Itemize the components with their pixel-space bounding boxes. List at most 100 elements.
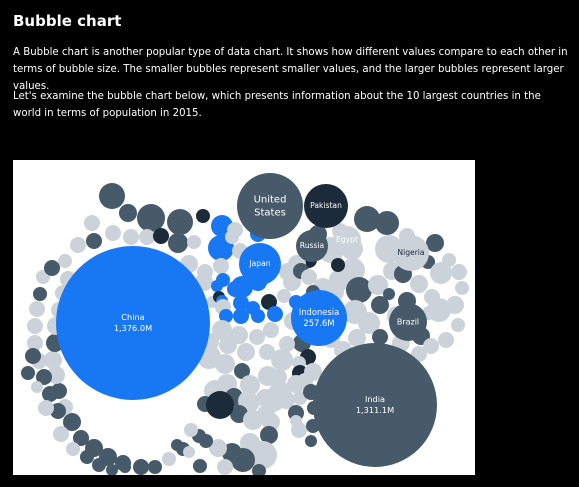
filler-bubble bbox=[73, 430, 89, 446]
filler-bubble bbox=[193, 459, 207, 473]
filler-bubble bbox=[27, 335, 43, 351]
filler-bubble bbox=[31, 381, 43, 393]
filler-bubble bbox=[25, 348, 41, 364]
bubble-russia bbox=[296, 230, 328, 262]
filler-bubble bbox=[139, 229, 155, 245]
filler-bubble bbox=[249, 329, 265, 345]
filler-bubble bbox=[259, 344, 275, 360]
bubble-india bbox=[313, 343, 437, 467]
filler-bubble bbox=[196, 209, 210, 223]
filler-bubble bbox=[331, 258, 345, 272]
filler-bubble bbox=[70, 237, 86, 253]
bubble-egypt-label: Egypt bbox=[336, 235, 358, 244]
filler-bubble bbox=[277, 289, 291, 303]
filler-bubble bbox=[99, 183, 125, 209]
bubble-china bbox=[56, 246, 210, 400]
filler-bubble bbox=[212, 320, 232, 340]
filler-bubble bbox=[249, 441, 277, 469]
filler-bubble bbox=[84, 215, 100, 231]
bubble-brazil bbox=[389, 303, 427, 341]
filler-bubble bbox=[227, 222, 243, 238]
filler-bubble bbox=[231, 448, 255, 472]
filler-bubble bbox=[358, 312, 380, 334]
bubble-united-states-label: United bbox=[254, 195, 287, 206]
bubble-japan-label: Japan bbox=[248, 259, 270, 268]
bubble-india-label: India bbox=[365, 394, 385, 404]
filler-bubble bbox=[153, 228, 169, 244]
filler-bubble bbox=[251, 309, 265, 323]
filler-bubble bbox=[354, 206, 380, 232]
bubble-pakistan bbox=[304, 184, 348, 228]
bubble-nigeria bbox=[393, 235, 429, 271]
filler-bubble bbox=[38, 400, 54, 416]
filler-bubble bbox=[277, 391, 295, 409]
bubble-brazil-label: Brazil bbox=[397, 318, 419, 327]
filler-bubble bbox=[123, 229, 139, 245]
bubble-egypt bbox=[333, 226, 361, 254]
filler-bubble bbox=[63, 413, 81, 431]
filler-bubble bbox=[162, 452, 176, 466]
filler-bubble bbox=[252, 464, 266, 475]
filler-bubble bbox=[148, 460, 162, 474]
filler-bubble bbox=[27, 318, 43, 334]
filler-bubble bbox=[230, 326, 248, 344]
filler-bubble bbox=[237, 343, 255, 361]
filler-bubble bbox=[372, 329, 388, 345]
filler-bubble bbox=[211, 280, 223, 292]
filler-bubble bbox=[233, 295, 249, 311]
filler-bubble bbox=[233, 308, 249, 324]
filler-bubble bbox=[171, 439, 183, 451]
filler-bubble bbox=[305, 435, 317, 447]
filler-bubble bbox=[260, 426, 278, 444]
filler-bubble bbox=[58, 254, 72, 268]
filler-bubble bbox=[168, 233, 188, 253]
filler-bubble bbox=[105, 225, 121, 241]
filler-bubble bbox=[184, 423, 198, 437]
filler-bubble bbox=[451, 264, 467, 280]
filler-bubble bbox=[451, 318, 465, 332]
filler-bubble bbox=[36, 369, 52, 385]
filler-bubble bbox=[267, 306, 283, 322]
bubble-indonesia bbox=[291, 290, 347, 346]
filler-bubble bbox=[423, 338, 439, 354]
filler-bubble bbox=[438, 332, 454, 348]
filler-bubble bbox=[348, 329, 366, 347]
bubble-united-states bbox=[237, 173, 303, 239]
filler-bubble bbox=[167, 209, 193, 235]
filler-bubble bbox=[80, 450, 94, 464]
filler-bubble bbox=[279, 336, 295, 352]
filler-bubble bbox=[455, 281, 469, 295]
filler-bubble bbox=[227, 281, 243, 297]
filler-bubble bbox=[263, 322, 279, 338]
filler-bubble bbox=[33, 287, 47, 301]
filler-bubble bbox=[240, 375, 260, 395]
filler-bubble bbox=[261, 388, 285, 412]
filler-bubble bbox=[291, 422, 307, 438]
filler-bubble bbox=[234, 363, 250, 379]
filler-bubble bbox=[183, 446, 195, 458]
filler-bubble bbox=[383, 288, 395, 300]
bubble-pakistan-label: Pakistan bbox=[310, 201, 342, 210]
bubble-china-label: China bbox=[121, 312, 144, 322]
filler-bubble bbox=[119, 204, 137, 222]
filler-bubble bbox=[261, 294, 277, 310]
filler-bubble bbox=[53, 426, 69, 442]
filler-bubble bbox=[427, 298, 451, 322]
filler-bubble bbox=[50, 403, 66, 419]
filler-bubble bbox=[106, 464, 118, 475]
filler-bubble bbox=[271, 369, 287, 385]
filler-bubble bbox=[66, 442, 80, 456]
filler-bubble bbox=[446, 296, 464, 314]
filler-bubble bbox=[133, 459, 149, 475]
filler-bubble bbox=[29, 301, 45, 317]
filler-bubble bbox=[346, 277, 372, 303]
filler-bubble bbox=[279, 263, 297, 281]
chart-description-paragraph: Let's examine the bubble chart below, wh… bbox=[13, 91, 541, 119]
filler-bubble bbox=[44, 351, 62, 369]
bubble-japan bbox=[239, 243, 281, 285]
filler-bubble bbox=[371, 296, 389, 314]
bubble-russia-label: Russia bbox=[300, 241, 324, 250]
intro-paragraph: A Bubble chart is another popular type o… bbox=[13, 47, 568, 92]
